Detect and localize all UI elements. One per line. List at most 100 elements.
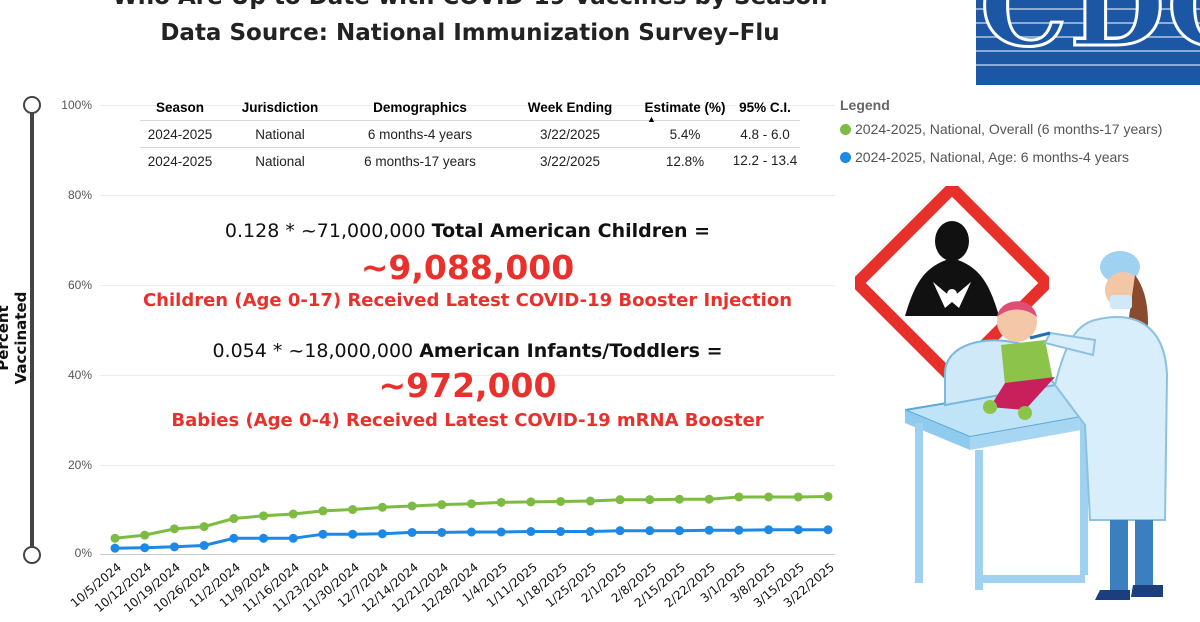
data-point[interactable] <box>645 495 655 505</box>
gridline-20 <box>100 465 835 466</box>
data-point[interactable] <box>823 492 833 502</box>
y-tick-label: 0% <box>74 546 92 560</box>
data-point[interactable] <box>407 527 417 537</box>
legend-title: Legend <box>840 97 890 113</box>
data-point[interactable] <box>496 497 506 507</box>
range-slider-top-handle[interactable] <box>23 96 41 114</box>
data-point[interactable] <box>615 495 625 505</box>
calc-infants: 0.054 * ~18,000,000 American Infants/Tod… <box>100 340 835 362</box>
legend-item-overall[interactable]: 2024-2025, National, Overall (6 months-1… <box>840 121 1162 137</box>
cell-ci: 12.2 - 13.4 <box>730 147 800 174</box>
data-point[interactable] <box>467 499 476 509</box>
cell-estimate: 12.8% <box>640 147 730 174</box>
y-tick-label: 20% <box>67 458 92 472</box>
cell-week-ending: 3/22/2025 <box>500 147 640 174</box>
calc-children-expr: 0.128 * ~71,000,000 <box>224 220 426 242</box>
legend-label: 2024-2025, National, Overall (6 months-1… <box>855 121 1163 137</box>
table-row: 2024-2025 National 6 months-17 years 3/2… <box>140 147 800 174</box>
y-tick-label: 60% <box>67 278 92 292</box>
data-point[interactable] <box>764 525 774 535</box>
data-point[interactable] <box>199 522 209 532</box>
data-point[interactable] <box>556 496 566 506</box>
col-header-demographics[interactable]: Demographics <box>373 99 467 115</box>
cell-estimate: 5.4% <box>640 120 730 148</box>
data-point[interactable] <box>348 529 358 539</box>
cell-ci: 4.8 - 6.0 <box>730 120 800 148</box>
col-header-week-ending[interactable]: Week Ending <box>527 99 613 115</box>
infants-total: ~972,000 <box>378 366 557 405</box>
data-point[interactable] <box>704 494 714 504</box>
data-point[interactable] <box>229 533 239 543</box>
y-tick-label: 100% <box>61 98 92 112</box>
data-point[interactable] <box>823 525 833 535</box>
data-point[interactable] <box>318 506 328 516</box>
data-point[interactable] <box>467 527 476 537</box>
data-point[interactable] <box>110 533 120 543</box>
table-row: 2024-2025 National 6 months-4 years 3/22… <box>140 120 800 148</box>
data-point[interactable] <box>437 527 447 537</box>
calc-infants-label: American Infants/Toddlers = <box>419 340 723 362</box>
legend-dot-icon <box>840 124 851 135</box>
col-header-season[interactable]: Season <box>155 99 205 115</box>
data-point[interactable] <box>734 492 744 502</box>
gridline-80 <box>100 195 835 196</box>
data-point[interactable] <box>526 497 536 507</box>
gridline-60 <box>100 285 835 286</box>
cell-jurisdiction: National <box>220 147 340 174</box>
data-point[interactable] <box>377 502 387 512</box>
data-point[interactable] <box>288 509 298 519</box>
range-slider-bottom-handle[interactable] <box>23 546 41 564</box>
data-point[interactable] <box>496 527 506 537</box>
data-point[interactable] <box>615 526 625 536</box>
data-point[interactable] <box>674 494 684 504</box>
data-point[interactable] <box>556 527 566 537</box>
cell-demographics: 6 months-17 years <box>340 147 500 174</box>
sort-asc-icon[interactable]: ▲ <box>647 114 656 124</box>
table-header-row: Season Jurisdiction Demographics Week En… <box>140 94 800 121</box>
cell-demographics: 6 months-4 years <box>340 120 500 148</box>
data-point[interactable] <box>704 525 714 535</box>
y-tick-label: 40% <box>67 368 92 382</box>
data-point[interactable] <box>764 492 774 502</box>
data-point[interactable] <box>674 526 684 536</box>
data-point[interactable] <box>645 526 655 536</box>
data-point[interactable] <box>526 527 536 537</box>
calc-children: 0.128 * ~71,000,000 Total American Child… <box>100 220 835 242</box>
data-point[interactable] <box>229 514 239 524</box>
cell-week-ending: 3/22/2025 <box>500 120 640 148</box>
calc-infants-expr: 0.054 * ~18,000,000 <box>212 340 414 362</box>
data-point[interactable] <box>377 529 387 539</box>
data-point[interactable] <box>585 496 595 506</box>
data-point[interactable] <box>348 505 358 515</box>
col-header-ci[interactable]: 95% C.I. <box>739 99 791 115</box>
data-point[interactable] <box>734 525 744 535</box>
data-point[interactable] <box>259 511 269 521</box>
col-header-jurisdiction[interactable]: Jurisdiction <box>241 99 319 115</box>
cell-season: 2024-2025 <box>140 120 220 148</box>
cell-jurisdiction: National <box>220 120 340 148</box>
col-header-estimate[interactable]: Estimate (%) <box>644 99 726 115</box>
data-point[interactable] <box>169 524 179 534</box>
data-point[interactable] <box>437 500 447 510</box>
data-point[interactable] <box>793 525 803 535</box>
data-point[interactable] <box>318 529 328 539</box>
data-point[interactable] <box>259 533 269 543</box>
data-point[interactable] <box>585 527 595 537</box>
estimate-table: Season Jurisdiction Demographics Week En… <box>140 94 800 174</box>
data-point[interactable] <box>169 542 179 552</box>
legend-dot-icon <box>840 152 851 163</box>
data-point[interactable] <box>407 501 417 511</box>
infants-caption: Babies (Age 0-4) Received Latest COVID-1… <box>171 410 764 431</box>
data-point[interactable] <box>288 533 298 543</box>
y-tick-label: 80% <box>67 188 92 202</box>
gridline-100 <box>100 105 835 106</box>
data-point[interactable] <box>110 543 120 553</box>
data-point[interactable] <box>140 543 150 553</box>
data-point[interactable] <box>199 540 209 550</box>
calc-children-label: Total American Children = <box>431 220 711 242</box>
range-slider-track[interactable] <box>30 104 34 556</box>
data-point[interactable] <box>140 530 150 540</box>
legend-item-infants[interactable]: 2024-2025, National, Age: 6 months-4 yea… <box>840 149 1129 165</box>
gridline-0 <box>100 554 835 555</box>
data-point[interactable] <box>793 492 803 502</box>
